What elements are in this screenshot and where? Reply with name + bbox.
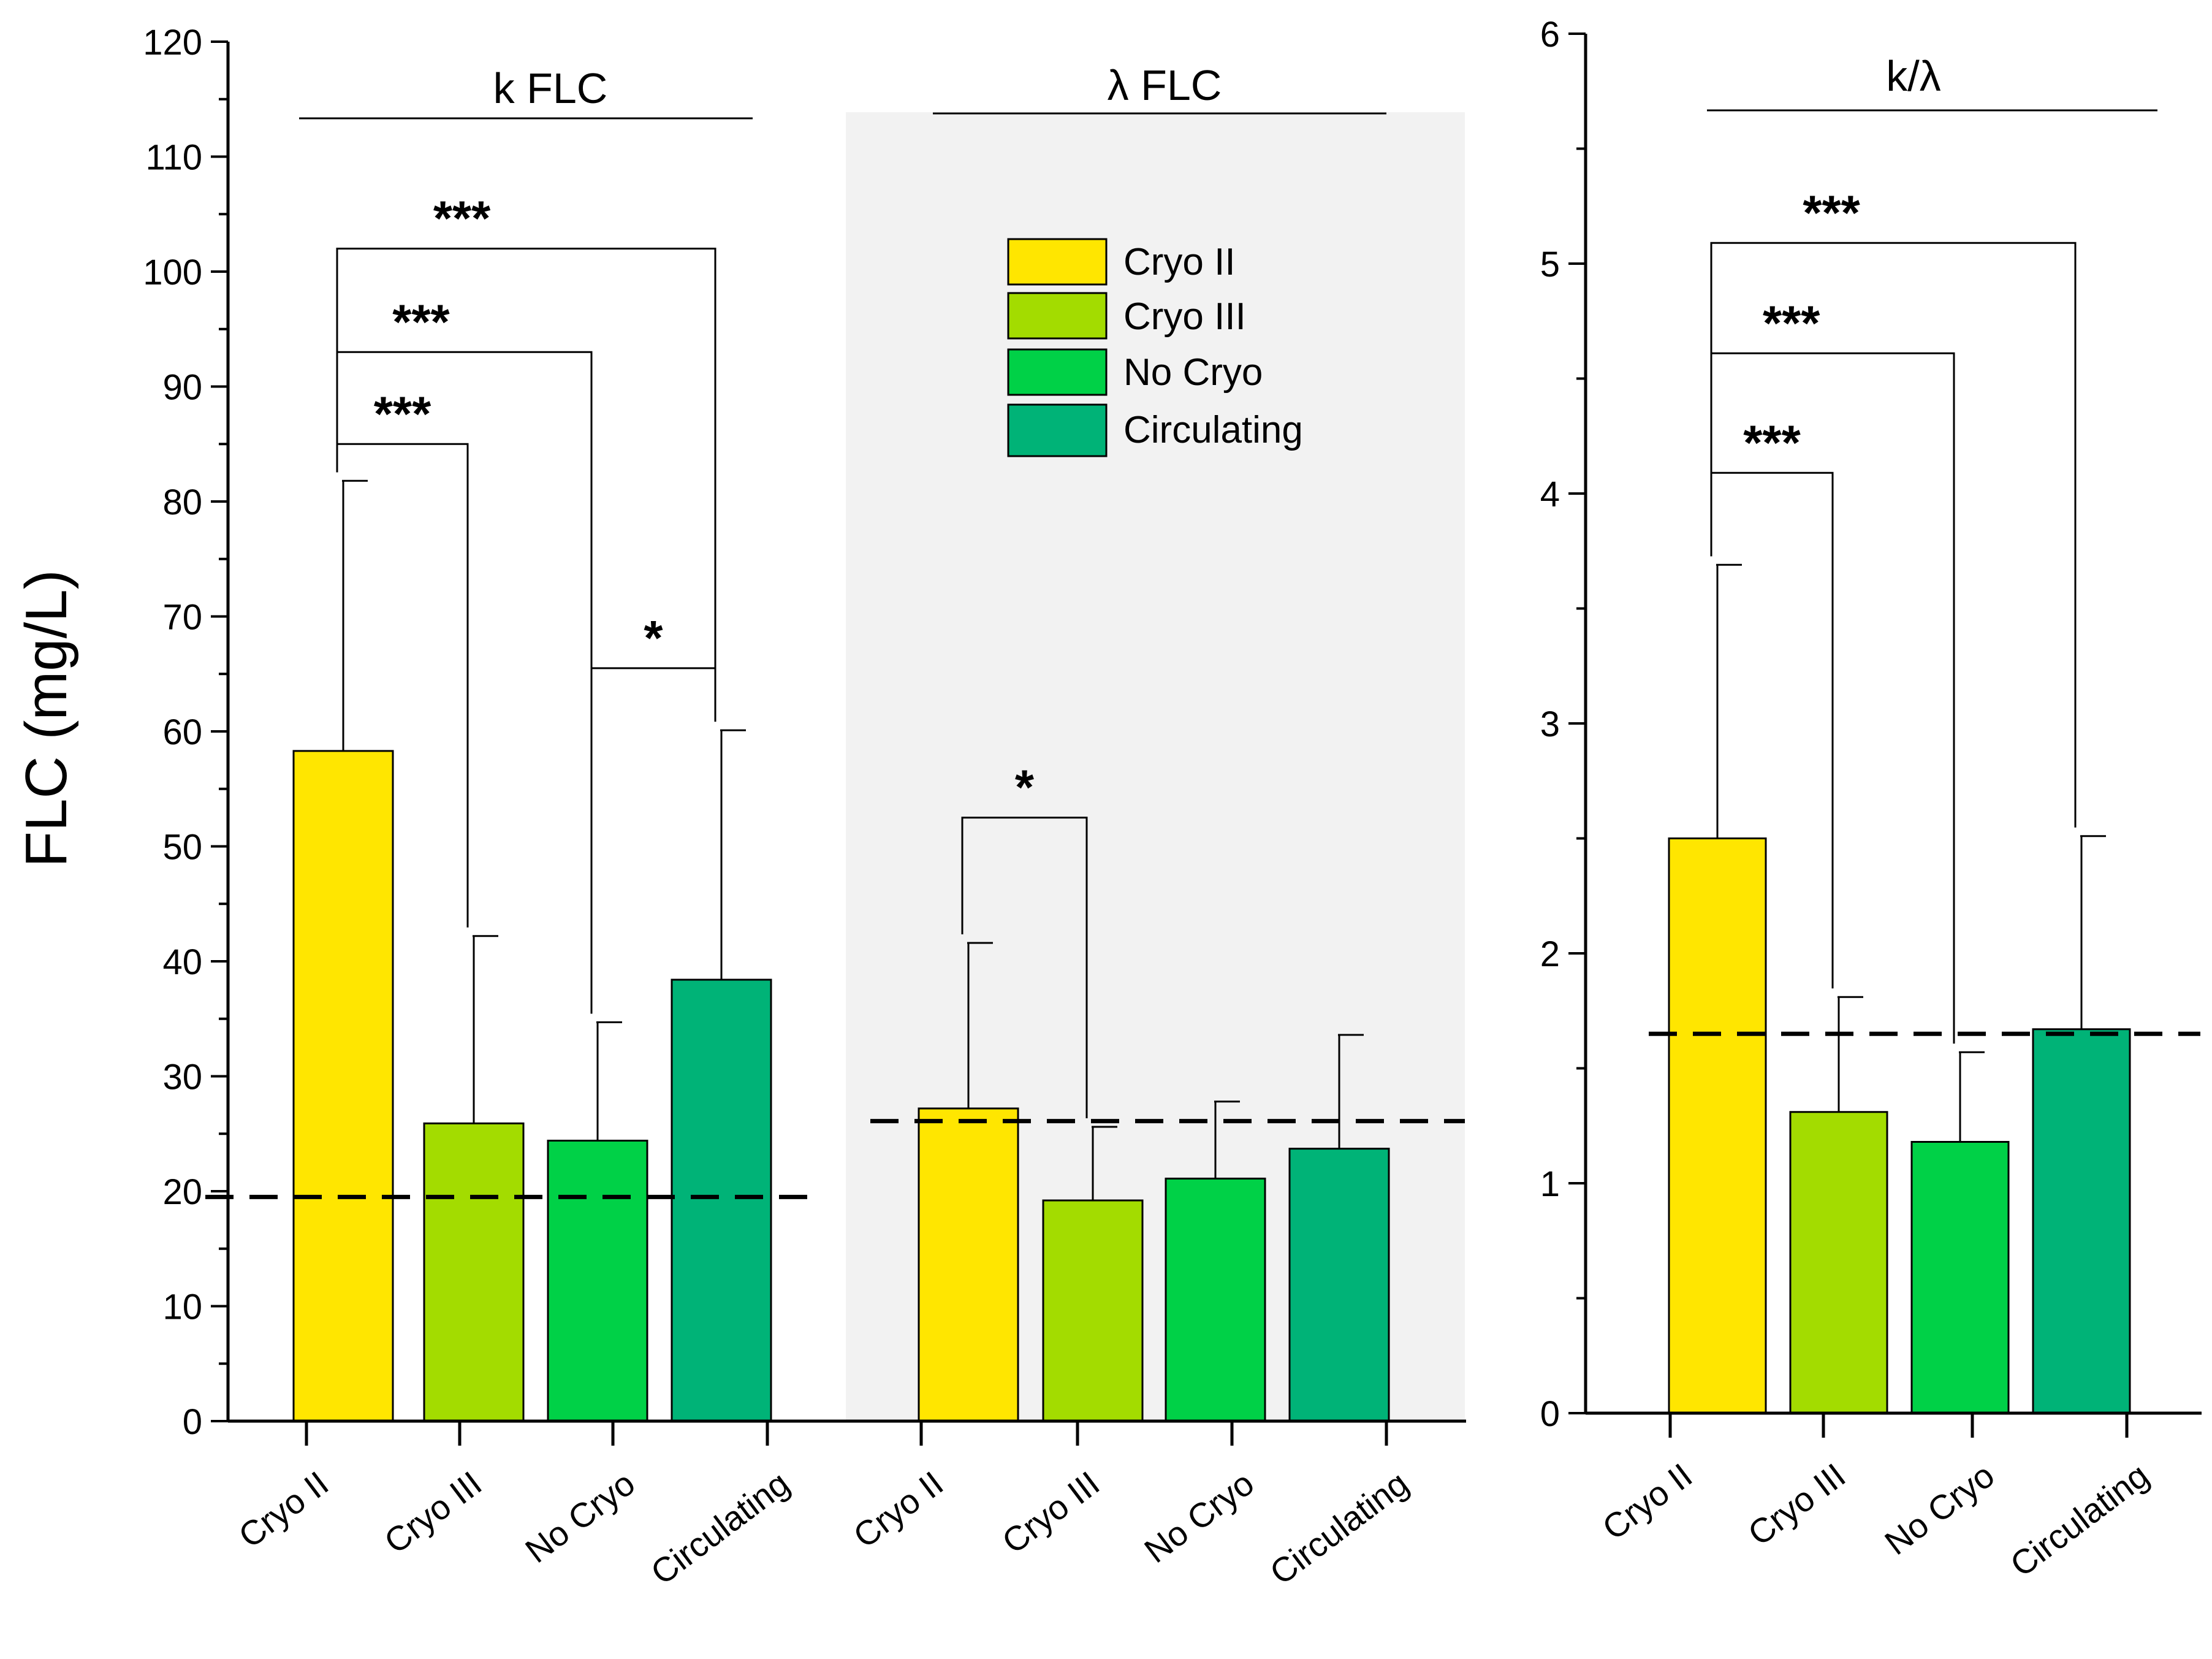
left-y-tick-label: 50 — [162, 828, 202, 868]
right-y-axis: 0 1 2 3 4 5 6 — [1540, 15, 1587, 1434]
legend-swatch-cryo-iii — [1007, 292, 1108, 340]
category-label-ratio-cryo-iii: Cryo III — [1741, 1455, 1852, 1553]
right-y-tick-label: 1 — [1540, 1164, 1560, 1204]
legend-label-cryo-iii: Cryo III — [1123, 296, 1246, 338]
significance-label: *** — [1803, 185, 1860, 240]
left-y-tick-label: 0 — [183, 1402, 202, 1442]
legend-label-no-cryo: No Cryo — [1123, 351, 1263, 394]
bar-lambda-cryo-iii — [1042, 1199, 1144, 1422]
significance-label: *** — [1743, 415, 1801, 470]
category-label-lambda-no-cryo: No Cryo — [1137, 1463, 1261, 1570]
significance-bracket — [590, 667, 716, 1014]
right-y-tick-label: 6 — [1540, 15, 1560, 55]
bar-lambda-no-cryo — [1165, 1177, 1266, 1422]
right-y-tick-label: 5 — [1540, 245, 1560, 284]
category-label-lambda-cryo-ii: Cryo II — [846, 1463, 951, 1555]
bars — [292, 750, 2131, 1422]
significance-bracket — [961, 817, 1088, 1118]
bar-ratio-cryo-iii — [1789, 1111, 1888, 1414]
significance-label: *** — [433, 191, 491, 246]
category-label-ratio-cryo-ii: Cryo II — [1595, 1455, 1700, 1547]
significance-label: *** — [1763, 296, 1820, 350]
left-y-tick-label: 10 — [162, 1287, 202, 1327]
bar-ratio-no-cryo — [1910, 1141, 2010, 1414]
legend: Cryo II Cryo III No Cryo Circulating — [1007, 238, 1303, 457]
left-y-tick-label: 80 — [162, 482, 202, 522]
left-y-tick-label: 100 — [143, 253, 202, 292]
bar-lambda-cryo-ii — [918, 1107, 1019, 1422]
bar-kappa-cryo-iii — [423, 1122, 525, 1422]
error-bars — [342, 479, 2106, 1200]
bar-ratio-cryo-ii — [1668, 837, 1767, 1414]
significance-label: *** — [374, 386, 431, 441]
category-label-ratio-no-cryo: No Cryo — [1877, 1455, 2001, 1562]
legend-swatch-circulating — [1007, 403, 1108, 457]
reference-lines — [205, 1031, 2200, 1199]
category-label-lambda-circulating: Circulating — [1263, 1463, 1415, 1592]
category-label-kappa-circulating: Circulating — [644, 1463, 796, 1592]
bar-lambda-circulating — [1288, 1148, 1390, 1422]
right-y-tick-label: 4 — [1540, 475, 1560, 514]
legend-swatch-cryo-ii — [1007, 238, 1108, 286]
significance-brackets: ******************** — [336, 185, 2077, 1118]
right-y-tick-label: 3 — [1540, 704, 1560, 744]
right-y-tick-label: 0 — [1540, 1394, 1560, 1434]
significance-label: * — [644, 611, 663, 665]
panel-title-ratio: k/λ — [1886, 52, 1940, 100]
y-axis-label: FLC (mg/L) — [13, 570, 79, 867]
right-y-tick-label: 2 — [1540, 934, 1560, 974]
left-y-tick-label: 30 — [162, 1058, 202, 1097]
significance-bracket — [1710, 242, 2077, 828]
category-label-lambda-cryo-iii: Cryo III — [995, 1463, 1106, 1561]
legend-label-cryo-ii: Cryo II — [1123, 241, 1236, 283]
left-y-tick-label: 120 — [143, 23, 202, 63]
legend-swatch-no-cryo — [1007, 348, 1108, 396]
left-y-tick-label: 110 — [146, 138, 202, 178]
left-y-tick-label: 60 — [162, 712, 202, 752]
left-y-tick-label: 40 — [162, 942, 202, 982]
left-y-tick-label: 70 — [162, 598, 202, 638]
left-y-axis: 0 10 20 30 40 50 60 70 80 90 100 110 120 — [143, 23, 230, 1442]
panel-title-lambda: λ FLC — [1108, 61, 1222, 109]
legend-label-circulating: Circulating — [1123, 409, 1303, 451]
category-label-kappa-no-cryo: No Cryo — [518, 1463, 642, 1570]
category-label-kappa-cryo-iii: Cryo III — [377, 1463, 488, 1561]
bar-ratio-circulating — [2032, 1028, 2131, 1414]
category-labels: Cryo II Cryo III No Cryo Circulating Cryo II… — [232, 1455, 2156, 1592]
significance-bracket — [336, 248, 716, 722]
significance-label: *** — [392, 294, 450, 349]
left-y-tick-label: 90 — [162, 368, 202, 408]
category-label-kappa-cryo-ii: Cryo II — [232, 1463, 336, 1555]
x-axes — [228, 1411, 2202, 1446]
bar-kappa-no-cryo — [547, 1140, 648, 1422]
bar-kappa-cryo-ii — [292, 750, 394, 1422]
left-y-tick-label: 20 — [162, 1172, 202, 1212]
bar-kappa-circulating — [671, 978, 772, 1422]
category-label-ratio-circulating: Circulating — [2003, 1455, 2156, 1584]
panel-title-kappa: k FLC — [493, 64, 608, 112]
significance-label: * — [1015, 760, 1035, 815]
